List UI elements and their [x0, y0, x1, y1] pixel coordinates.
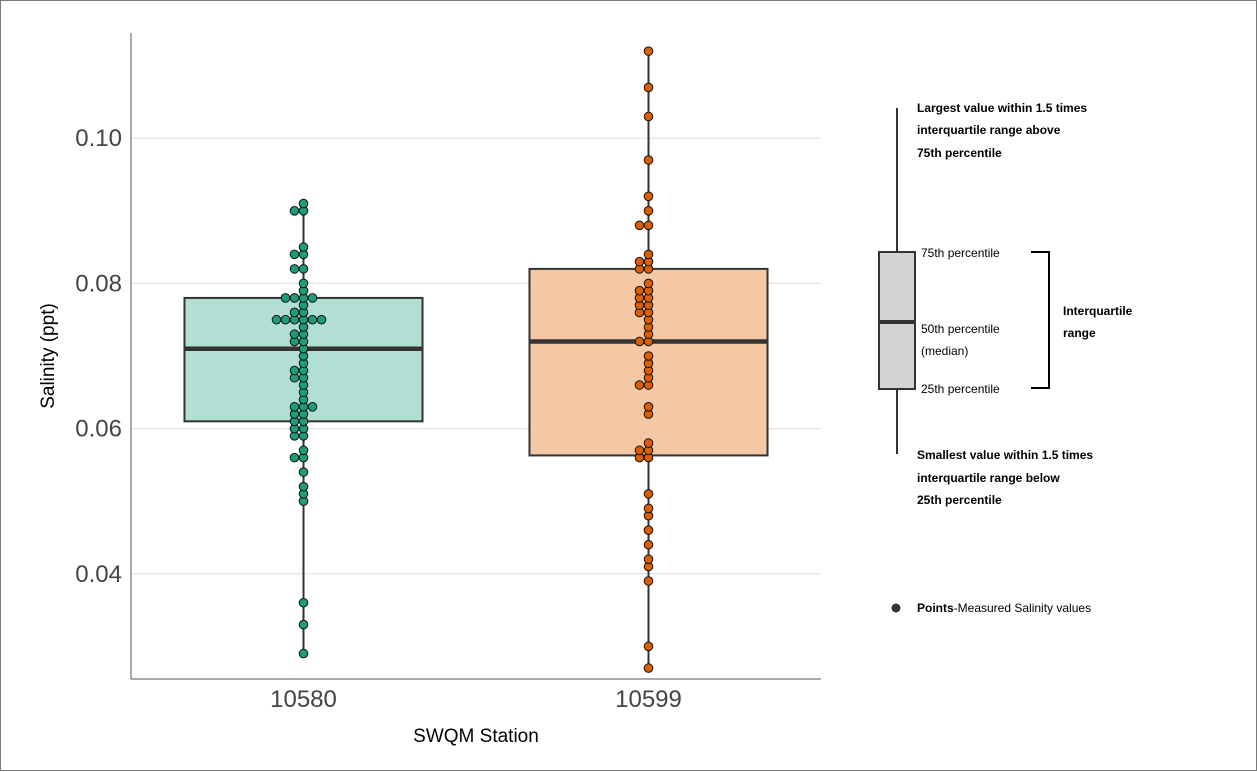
box-group-10599: [528, 46, 769, 673]
data-point: [643, 191, 654, 202]
boxplot-legend: Largest value within 1.5 times interquar…: [878, 101, 1136, 615]
data-point: [643, 220, 654, 231]
data-point: [307, 402, 318, 412]
data-point: [643, 46, 654, 56]
data-point: [298, 467, 309, 477]
data-point: [643, 249, 654, 260]
x-tick-label: 10599: [615, 686, 682, 713]
data-point: [643, 576, 654, 586]
legend-points-label: Points-Measured Salinity values: [917, 601, 1091, 615]
x-axis-title: SWQM Station: [413, 726, 539, 747]
legend-q3-label: 75th percentile: [921, 246, 1000, 260]
data-point: [298, 242, 309, 252]
legend-point-marker: [891, 603, 901, 613]
data-point: [289, 452, 300, 463]
legend-median-label: 50th percentile (median): [921, 322, 1003, 358]
data-point: [289, 402, 300, 412]
y-tick-label: 0.08: [75, 270, 122, 297]
data-point: [298, 619, 309, 630]
boxes: [183, 46, 769, 673]
data-point: [634, 220, 645, 231]
data-point: [634, 445, 645, 456]
data-point: [271, 314, 282, 325]
data-point: [643, 278, 654, 289]
y-tick-labels: 0.04 0.06 0.08 0.10: [75, 125, 122, 588]
data-point: [643, 206, 654, 216]
data-point: [634, 285, 645, 296]
data-point: [289, 329, 300, 340]
data-point: [316, 314, 327, 325]
data-point: [298, 264, 309, 274]
data-point: [289, 293, 300, 303]
data-point: [634, 380, 645, 390]
legend-iqr-label: Interquartile range: [1063, 304, 1136, 340]
x-tick-labels: 10580 10599: [270, 686, 682, 713]
data-point: [289, 264, 300, 274]
data-point: [643, 539, 654, 550]
data-point: [643, 641, 654, 652]
data-point: [643, 438, 654, 448]
data-point: [280, 314, 291, 325]
x-tick-label: 10580: [270, 686, 337, 713]
data-point: [307, 293, 318, 303]
data-point: [643, 402, 654, 412]
data-point: [298, 648, 309, 659]
data-point: [298, 481, 309, 492]
data-point: [289, 249, 300, 260]
data-point: [634, 336, 645, 347]
legend-lower-whisker-label: Smallest value within 1.5 times interqua…: [917, 448, 1096, 507]
data-point: [289, 365, 300, 376]
data-point: [298, 278, 309, 289]
y-axis-title: Salinity (ppt): [38, 303, 59, 409]
box-group-10580: [183, 198, 424, 659]
y-tick-label: 0.10: [75, 125, 122, 152]
data-point: [289, 206, 300, 216]
data-point: [643, 489, 654, 499]
data-point: [643, 525, 654, 536]
legend-upper-whisker-label: Largest value within 1.5 times interquar…: [917, 101, 1090, 160]
data-point: [298, 445, 309, 456]
data-point: [643, 155, 654, 165]
data-point: [634, 256, 645, 267]
data-point: [643, 503, 654, 514]
data-point: [643, 554, 654, 565]
data-point: [307, 314, 318, 325]
legend-q1-label: 25th percentile: [921, 382, 1000, 396]
data-point: [289, 307, 300, 318]
data-point: [298, 597, 309, 608]
data-point: [643, 111, 654, 122]
data-point: [643, 663, 654, 673]
y-tick-label: 0.04: [75, 561, 122, 588]
data-point: [643, 82, 654, 93]
data-point: [643, 351, 654, 361]
data-point: [280, 293, 291, 303]
legend-iqr-bracket: [1031, 251, 1050, 389]
data-point: [298, 198, 309, 209]
y-tick-label: 0.06: [75, 416, 122, 443]
